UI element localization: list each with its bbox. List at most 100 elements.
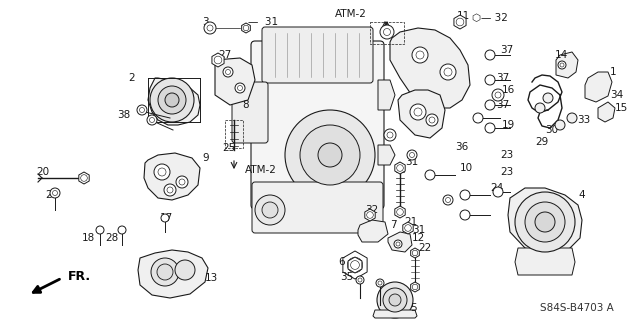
- Circle shape: [262, 202, 278, 218]
- Circle shape: [560, 63, 564, 67]
- Circle shape: [167, 187, 173, 193]
- Text: 23: 23: [500, 167, 513, 177]
- Polygon shape: [378, 80, 395, 110]
- Circle shape: [158, 86, 186, 114]
- Polygon shape: [395, 162, 405, 174]
- Text: ATM-2: ATM-2: [335, 9, 367, 19]
- Text: FR.: FR.: [68, 270, 91, 283]
- FancyBboxPatch shape: [262, 27, 373, 83]
- FancyBboxPatch shape: [251, 41, 384, 209]
- Polygon shape: [378, 145, 395, 165]
- Text: 38: 38: [116, 110, 130, 120]
- Bar: [370, 22, 404, 44]
- Polygon shape: [388, 232, 412, 252]
- Text: 1: 1: [610, 67, 616, 77]
- Circle shape: [151, 258, 179, 286]
- Circle shape: [237, 85, 243, 91]
- Circle shape: [443, 195, 453, 205]
- Circle shape: [492, 89, 504, 101]
- Text: 28: 28: [105, 233, 118, 243]
- Text: ⬡— 32: ⬡— 32: [472, 12, 508, 22]
- Circle shape: [515, 192, 575, 252]
- Bar: [225, 120, 243, 148]
- Circle shape: [426, 114, 438, 126]
- Text: 23: 23: [500, 150, 513, 160]
- Polygon shape: [398, 90, 445, 138]
- Text: 14: 14: [555, 50, 568, 60]
- Polygon shape: [144, 153, 200, 200]
- Circle shape: [179, 179, 185, 185]
- Circle shape: [445, 197, 451, 203]
- Polygon shape: [365, 209, 375, 221]
- Circle shape: [416, 51, 424, 59]
- Circle shape: [407, 150, 417, 160]
- Circle shape: [412, 250, 418, 256]
- Circle shape: [164, 184, 176, 196]
- Text: 37: 37: [500, 45, 513, 55]
- Text: 6: 6: [338, 257, 344, 267]
- Text: ATM-2: ATM-2: [245, 165, 277, 175]
- Text: 3: 3: [202, 17, 209, 27]
- Circle shape: [555, 120, 565, 130]
- Circle shape: [376, 279, 384, 287]
- Circle shape: [535, 103, 545, 113]
- Circle shape: [460, 210, 470, 220]
- Text: 27: 27: [218, 50, 231, 60]
- Polygon shape: [212, 53, 224, 67]
- Circle shape: [348, 257, 363, 273]
- Circle shape: [397, 209, 403, 215]
- Circle shape: [150, 78, 194, 122]
- Circle shape: [397, 165, 403, 171]
- Polygon shape: [395, 206, 405, 218]
- Text: 7: 7: [390, 220, 397, 230]
- Text: —  31: — 31: [248, 17, 278, 27]
- Polygon shape: [390, 28, 470, 108]
- Circle shape: [558, 61, 566, 69]
- Text: 4: 4: [578, 190, 584, 200]
- Circle shape: [394, 240, 402, 248]
- Circle shape: [204, 22, 216, 34]
- Polygon shape: [598, 102, 615, 122]
- Circle shape: [404, 225, 412, 231]
- Circle shape: [383, 288, 407, 312]
- Polygon shape: [358, 220, 388, 242]
- Circle shape: [351, 261, 360, 270]
- Text: 25: 25: [222, 143, 236, 153]
- FancyBboxPatch shape: [232, 82, 268, 143]
- Polygon shape: [215, 58, 255, 105]
- Circle shape: [380, 25, 394, 39]
- Circle shape: [358, 278, 362, 282]
- Circle shape: [235, 83, 245, 93]
- Text: 22: 22: [418, 243, 431, 253]
- Circle shape: [444, 68, 452, 76]
- Circle shape: [485, 75, 495, 85]
- Circle shape: [429, 117, 435, 123]
- Circle shape: [318, 143, 342, 167]
- Circle shape: [493, 187, 503, 197]
- Text: 32: 32: [365, 205, 378, 215]
- Polygon shape: [556, 52, 578, 78]
- Circle shape: [535, 212, 555, 232]
- Text: 17: 17: [160, 213, 173, 223]
- Polygon shape: [515, 248, 575, 275]
- Circle shape: [543, 93, 553, 103]
- Circle shape: [412, 47, 428, 63]
- Circle shape: [410, 152, 415, 158]
- Text: 21: 21: [404, 217, 417, 227]
- Circle shape: [137, 105, 147, 115]
- Circle shape: [165, 93, 179, 107]
- Polygon shape: [348, 257, 362, 273]
- Circle shape: [50, 188, 60, 198]
- Text: 26: 26: [45, 190, 58, 200]
- Circle shape: [387, 132, 393, 138]
- Polygon shape: [373, 310, 417, 318]
- Circle shape: [96, 226, 104, 234]
- Circle shape: [300, 125, 360, 185]
- Text: 18: 18: [82, 233, 95, 243]
- Circle shape: [377, 282, 413, 318]
- Polygon shape: [411, 282, 419, 292]
- Polygon shape: [148, 78, 200, 125]
- Circle shape: [485, 123, 495, 133]
- Circle shape: [567, 113, 577, 123]
- Text: 15: 15: [615, 103, 628, 113]
